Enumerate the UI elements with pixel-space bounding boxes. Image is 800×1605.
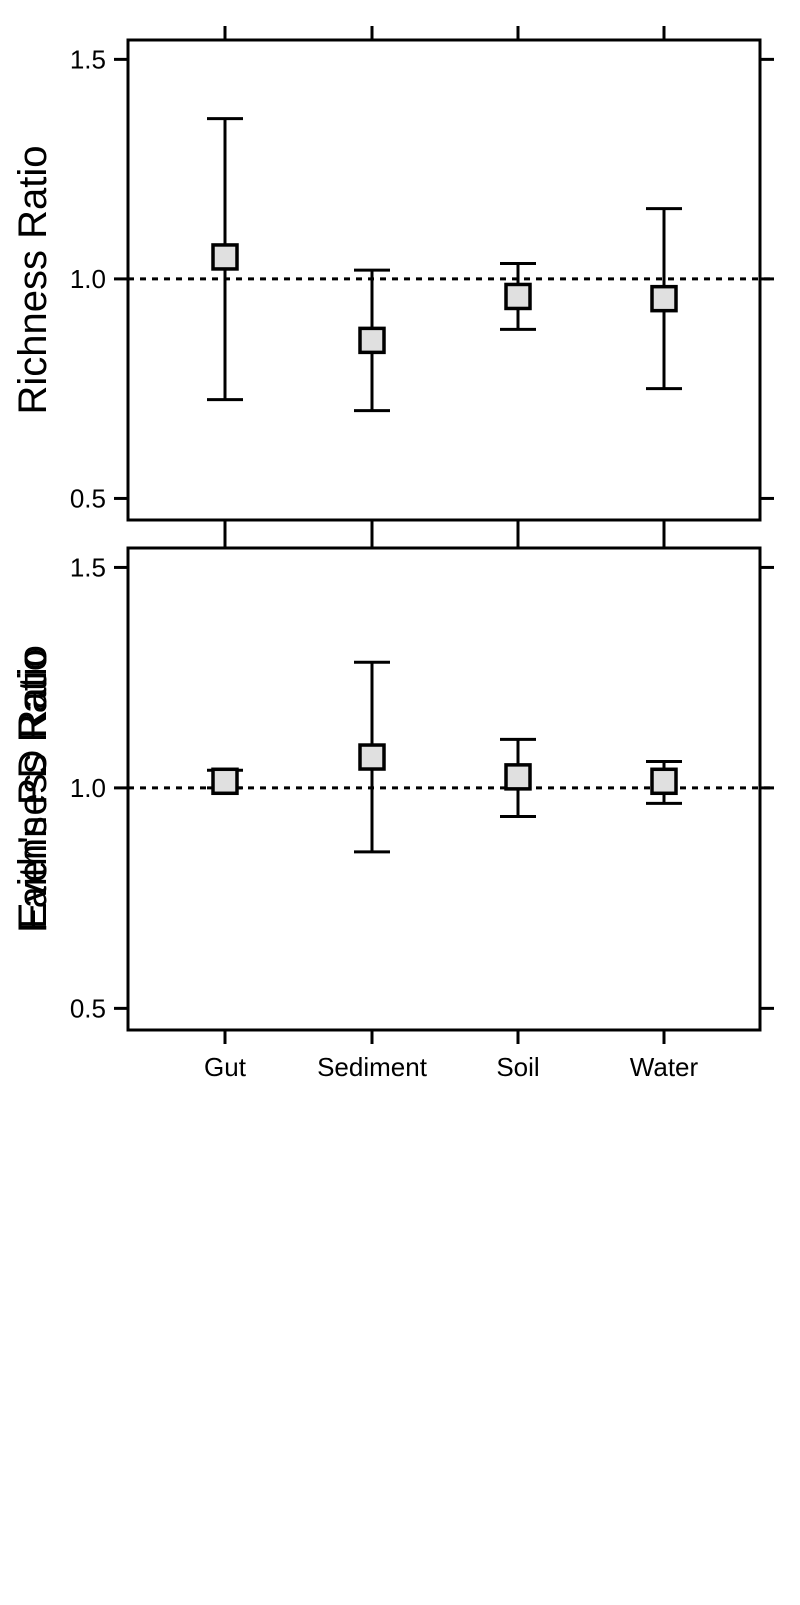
x-tick-label: Water [630, 1052, 699, 1082]
data-point [650, 284, 678, 313]
data-point [211, 243, 239, 271]
data-point [211, 767, 239, 796]
data-point [650, 767, 678, 796]
data-point [504, 282, 532, 311]
y-tick-label: 0.5 [70, 993, 106, 1023]
y-axis-label: Evenness Ratio [11, 649, 55, 929]
y-axis-label: Richness Ratio [11, 145, 55, 414]
y-tick-label: 1.5 [70, 44, 106, 74]
x-tick-label: Sediment [317, 1052, 428, 1082]
x-tick-label: Gut [204, 1052, 247, 1082]
y-tick-label: 1.0 [70, 264, 106, 294]
panel-1: 1.5 1.0 0.5 Richness Ratio [11, 26, 774, 534]
x-tick-label: Soil [496, 1052, 539, 1082]
panel-2: 1.5 1.0 0.5 Gut Sediment Soil Water Evenness Ra… [11, 534, 774, 1082]
y-axis-label-overlap: Faith's PD Ratio [11, 645, 55, 933]
data-point [504, 763, 532, 791]
data-point [358, 326, 386, 355]
y-tick-label: 1.5 [70, 552, 106, 582]
y-tick-label: 0.5 [70, 483, 106, 513]
data-point [358, 743, 386, 771]
y-tick-label: 1.0 [70, 773, 106, 803]
